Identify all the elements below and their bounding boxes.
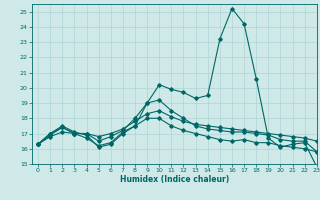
X-axis label: Humidex (Indice chaleur): Humidex (Indice chaleur) (120, 175, 229, 184)
